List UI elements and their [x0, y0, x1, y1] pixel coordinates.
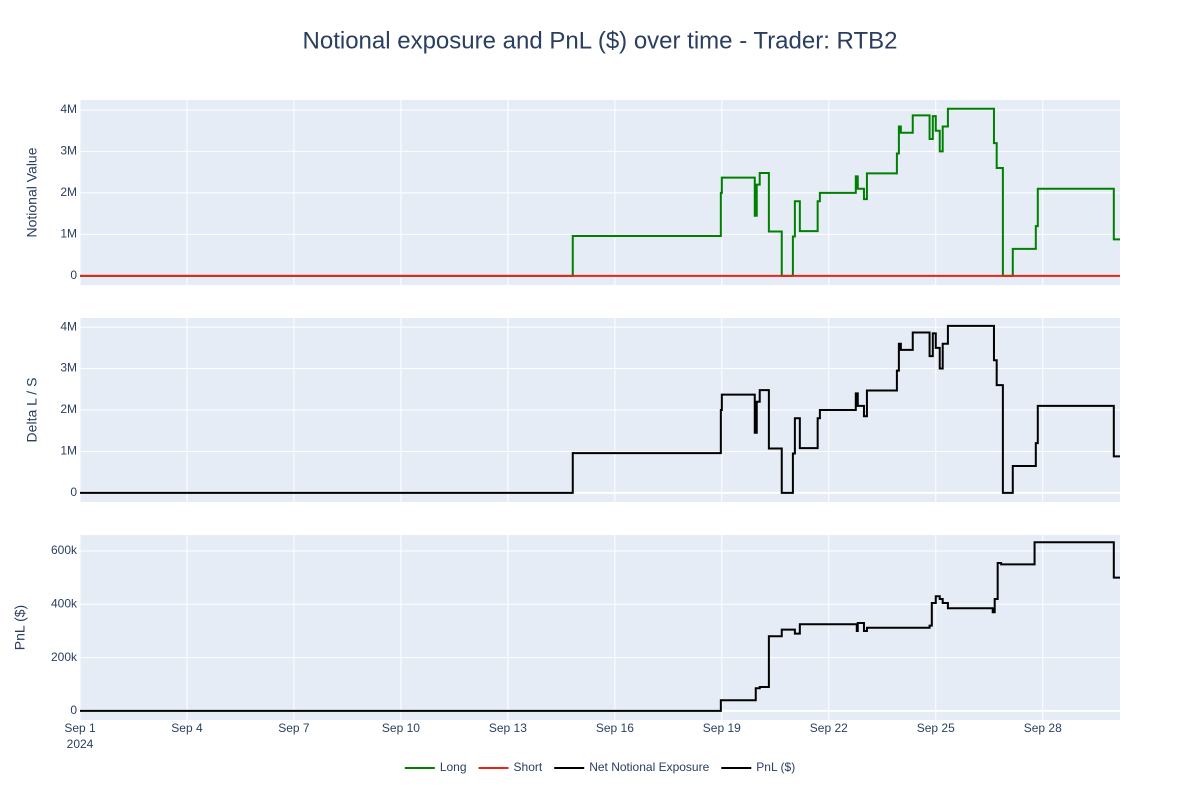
y-tick-label: 2M: [60, 402, 77, 416]
y-tick-label: 3M: [60, 144, 77, 158]
data-line: [80, 324, 1120, 494]
y-tick-label: 400k: [51, 596, 78, 610]
y-tick-label: 0: [70, 268, 77, 282]
data-line: [80, 541, 1120, 712]
x-tick-label: Sep 16: [596, 721, 634, 735]
x-tick-label: Sep 7: [278, 721, 310, 735]
x-tick-label: Sep 4: [171, 721, 203, 735]
y-tick-label: 1M: [60, 444, 77, 458]
legend-label: Long: [440, 760, 467, 774]
data-line: [80, 107, 1120, 277]
y-tick-label: 4M: [60, 102, 77, 116]
y-tick-label: 3M: [60, 361, 77, 375]
y-axis-title: PnL ($): [12, 605, 28, 650]
x-tick-label: Sep 13: [489, 721, 527, 735]
y-axis-title: Delta L / S: [24, 378, 40, 443]
y-tick-label: 0: [70, 485, 77, 499]
x-tick-label: Sep 25: [917, 721, 955, 735]
x-tick-label: Sep 28: [1024, 721, 1062, 735]
legend-label: Short: [514, 760, 543, 774]
x-tick-label: Sep 1 2024: [64, 721, 96, 751]
chart-title: Notional exposure and PnL ($) over time …: [303, 27, 898, 54]
x-tick-label: Sep 19: [703, 721, 741, 735]
plot-background: [80, 535, 1120, 720]
y-tick-label: 4M: [60, 319, 77, 333]
legend-label: PnL ($): [756, 760, 795, 774]
legend: Long Short Net Notional Exposure PnL ($): [404, 760, 795, 774]
y-axis-title: Notional Value: [24, 147, 40, 237]
x-tick-label: Sep 22: [810, 721, 848, 735]
y-tick-label: 600k: [51, 543, 78, 557]
legend-label: Net Notional Exposure: [589, 760, 709, 774]
y-tick-label: 0: [70, 703, 77, 717]
y-tick-label: 200k: [51, 650, 78, 664]
y-tick-label: 1M: [60, 227, 77, 241]
x-tick-label: Sep 10: [382, 721, 420, 735]
y-tick-label: 2M: [60, 185, 77, 199]
